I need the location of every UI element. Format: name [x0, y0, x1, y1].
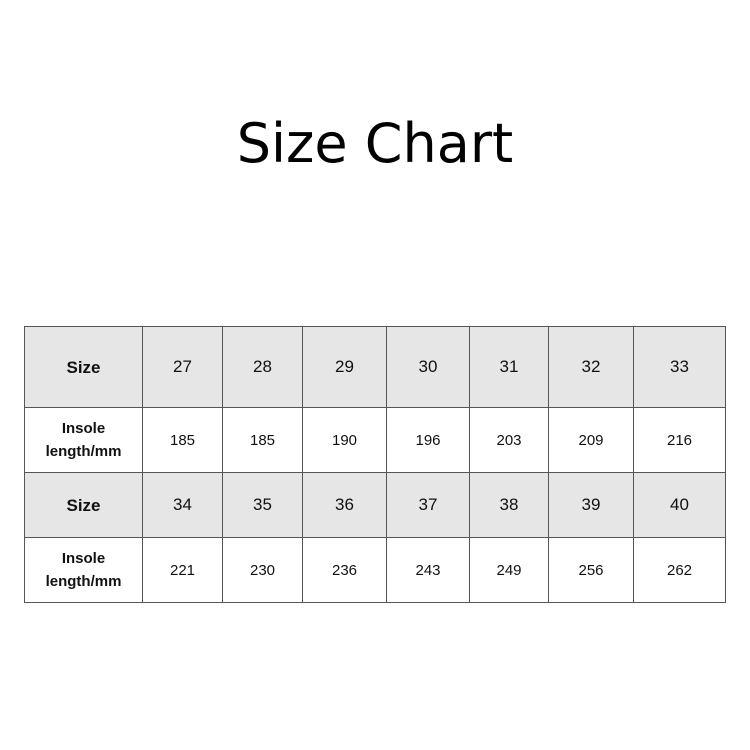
- insole-cell: 262: [633, 537, 726, 603]
- insole-cell: 190: [302, 407, 387, 473]
- insole-cell: 243: [386, 537, 470, 603]
- size-cell: 40: [633, 472, 726, 538]
- page-title: Size Chart: [236, 112, 514, 175]
- row-header: Size: [24, 326, 143, 408]
- size-cell: 31: [469, 326, 549, 408]
- size-cell: 28: [222, 326, 303, 408]
- insole-cell: 203: [469, 407, 549, 473]
- size-chart-table: Size 27 28 29 30 31 32 33 Insole length/mm 185 185…: [24, 326, 726, 603]
- size-cell: 37: [386, 472, 470, 538]
- insole-row: Insole length/mm 221 230 236 243 249 256 262: [24, 537, 726, 603]
- size-cell: 35: [222, 472, 303, 538]
- insole-row: Insole length/mm 185 185 190 196 203 209 216: [24, 407, 726, 473]
- size-cell: 33: [633, 326, 726, 408]
- insole-cell: 185: [142, 407, 223, 473]
- size-cell: 34: [142, 472, 223, 538]
- row-header: Insole length/mm: [24, 407, 143, 473]
- size-cell: 30: [386, 326, 470, 408]
- size-cell: 29: [302, 326, 387, 408]
- insole-cell: 185: [222, 407, 303, 473]
- size-cell: 39: [548, 472, 634, 538]
- insole-cell: 249: [469, 537, 549, 603]
- insole-cell: 230: [222, 537, 303, 603]
- size-cell: 38: [469, 472, 549, 538]
- size-row: Size 27 28 29 30 31 32 33: [24, 326, 726, 408]
- size-row: Size 34 35 36 37 38 39 40: [24, 472, 726, 538]
- insole-cell: 221: [142, 537, 223, 603]
- insole-cell: 256: [548, 537, 634, 603]
- size-cell: 36: [302, 472, 387, 538]
- size-cell: 32: [548, 326, 634, 408]
- insole-cell: 216: [633, 407, 726, 473]
- insole-cell: 196: [386, 407, 470, 473]
- row-header: Size: [24, 472, 143, 538]
- insole-cell: 209: [548, 407, 634, 473]
- row-header: Insole length/mm: [24, 537, 143, 603]
- size-cell: 27: [142, 326, 223, 408]
- insole-cell: 236: [302, 537, 387, 603]
